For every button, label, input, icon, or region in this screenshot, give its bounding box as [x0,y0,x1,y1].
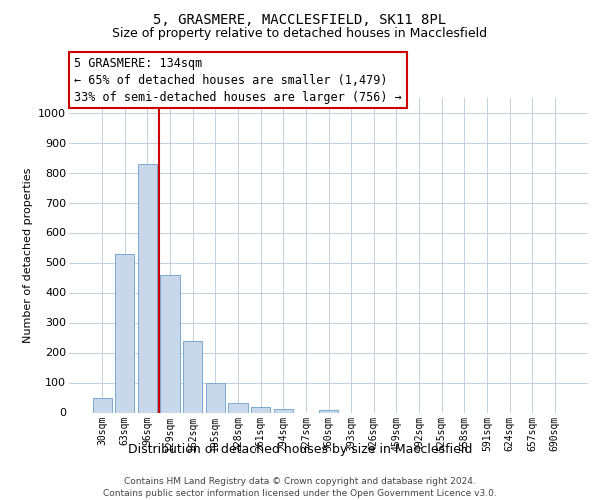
Text: 5 GRASMERE: 134sqm
← 65% of detached houses are smaller (1,479)
33% of semi-deta: 5 GRASMERE: 134sqm ← 65% of detached hou… [74,56,402,104]
Bar [229,402,248,412]
Bar [160,274,180,412]
Text: Contains public sector information licensed under the Open Government Licence v3: Contains public sector information licen… [103,489,497,498]
Bar [319,410,338,412]
Text: Contains HM Land Registry data © Crown copyright and database right 2024.: Contains HM Land Registry data © Crown c… [124,478,476,486]
Bar [183,340,202,412]
Bar [251,406,270,412]
Bar [274,409,293,412]
Y-axis label: Number of detached properties: Number of detached properties [23,168,32,342]
Text: Size of property relative to detached houses in Macclesfield: Size of property relative to detached ho… [112,28,488,40]
Text: Distribution of detached houses by size in Macclesfield: Distribution of detached houses by size … [128,442,472,456]
Text: 5, GRASMERE, MACCLESFIELD, SK11 8PL: 5, GRASMERE, MACCLESFIELD, SK11 8PL [154,12,446,26]
Bar [92,398,112,412]
Bar [138,164,157,412]
Bar [115,254,134,412]
Bar [206,384,225,412]
